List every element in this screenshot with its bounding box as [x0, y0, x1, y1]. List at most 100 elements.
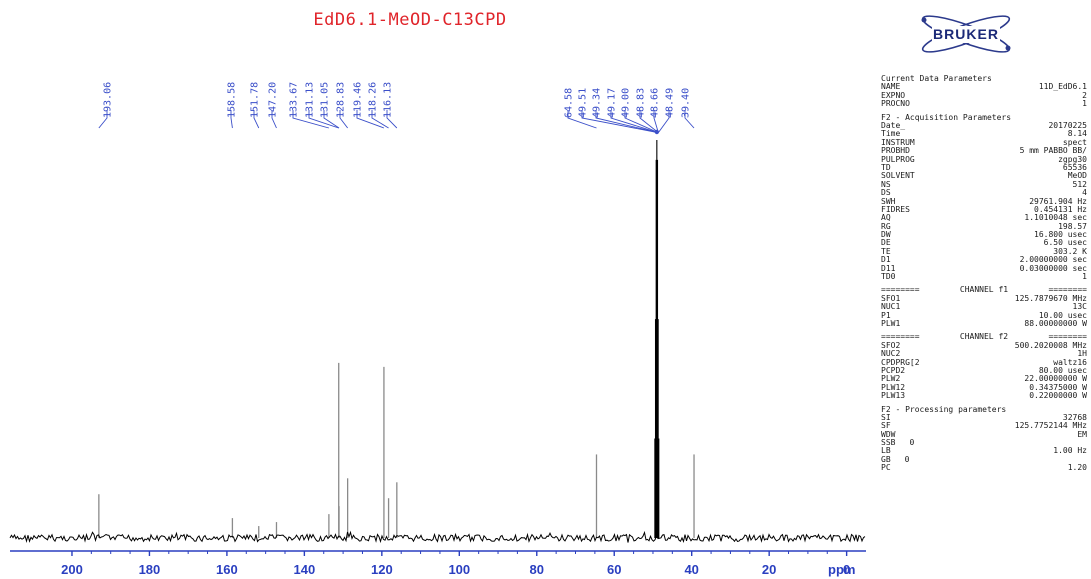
- param-row: TD 65536: [881, 162, 1087, 172]
- param-key: EXPNO: [881, 90, 906, 100]
- param-row: TD0 1: [881, 272, 1087, 282]
- param-key: NUC1: [881, 302, 901, 312]
- peak-label: 116.13: [383, 82, 394, 118]
- peak-label: 133.67: [289, 82, 300, 118]
- param-channel-heading: ======== CHANNEL f1 ========: [881, 285, 1087, 295]
- bruker-logo: BRUKER: [921, 15, 1011, 53]
- x-tick-label: 180: [139, 562, 161, 577]
- param-row: PLW2 22.00000000 W: [881, 374, 1087, 384]
- param-key: PC: [881, 463, 891, 473]
- param-row: DE 6.50 usec: [881, 239, 1087, 248]
- peak-leader-line: [595, 110, 656, 133]
- param-key: RG: [881, 221, 891, 231]
- param-row: P1 10.00 usec: [881, 311, 1087, 320]
- x-tick-label: 200: [61, 562, 83, 577]
- param-value: 65536: [1062, 162, 1087, 172]
- param-value: spect: [1062, 137, 1087, 147]
- peak-label: 49.00: [621, 88, 632, 118]
- param-key: SSB: [881, 438, 896, 448]
- param-value: 1.20: [1067, 463, 1087, 473]
- peak-leader-line: [271, 110, 277, 129]
- peak-leader-line: [684, 110, 695, 129]
- param-row: TE 303.2 K: [881, 246, 1087, 256]
- param-value: 1: [1082, 99, 1087, 109]
- param-key: DW: [881, 230, 891, 240]
- param-row: SWH 29761.904 Hz: [881, 197, 1087, 206]
- param-row: SF 125.7752144 MHz: [881, 421, 1087, 431]
- param-value: 0.34375000 W: [1029, 382, 1087, 392]
- peak-leader-line: [253, 110, 260, 129]
- peak-leader-line: [653, 110, 659, 133]
- param-key: SI: [881, 412, 891, 422]
- param-key: INSTRUM: [881, 137, 915, 147]
- param-key: PLW2: [881, 374, 901, 384]
- param-row: NS 512: [881, 179, 1087, 189]
- peak-label: 118.26: [368, 82, 379, 118]
- param-value: 198.57: [1058, 221, 1087, 231]
- x-axis-ticks: 200 180 160 140 120 100 80 60 40 20 0: [61, 551, 850, 577]
- peak-label: 49.17: [607, 88, 618, 118]
- solvent-marker: [654, 129, 660, 135]
- param-row: D1 2.00000000 sec: [881, 255, 1087, 265]
- param-row: NUC1 13C: [881, 302, 1087, 312]
- peak-leader-line: [230, 110, 233, 129]
- spectrum-title: EdD6.1-MeOD-C13CPD: [313, 10, 507, 30]
- param-mid-value: 0: [904, 454, 910, 464]
- peak-leader-line: [323, 110, 340, 129]
- param-value: 80.00 usec: [1038, 365, 1087, 375]
- param-key: AQ: [881, 213, 891, 223]
- param-value: 8.14: [1067, 129, 1087, 139]
- peak-label: 128.83: [336, 82, 347, 118]
- peak-label: 49.51: [578, 88, 589, 118]
- param-mid-value: 0: [909, 438, 915, 448]
- peak-label: 193.06: [103, 82, 114, 118]
- param-key: PLW1: [881, 318, 901, 328]
- param-key: PULPROG: [881, 154, 915, 164]
- param-row: SOLVENT MeOD: [881, 171, 1087, 180]
- x-tick-label: 140: [294, 562, 316, 577]
- param-row: GB 0: [881, 454, 1087, 464]
- param-key: SFO1: [881, 293, 901, 303]
- x-axis-label: ppm: [828, 562, 855, 577]
- param-row: Time 8.14: [881, 129, 1087, 139]
- param-value: 1: [1082, 272, 1087, 282]
- param-key: PLW12: [881, 382, 906, 392]
- param-key: Date_: [881, 120, 906, 130]
- param-value: 16.800 usec: [1034, 230, 1087, 240]
- param-key: PROBHD: [881, 146, 910, 156]
- param-value: 512: [1072, 179, 1087, 189]
- peak-leader-line: [308, 110, 339, 129]
- param-row: FIDRES 0.454131 Hz: [881, 204, 1087, 214]
- peak-label: 48.66: [650, 88, 661, 118]
- param-value: 11D_EdD6.1: [1038, 82, 1087, 92]
- x-tick-label: 20: [762, 562, 776, 577]
- x-tick-label: 40: [684, 562, 698, 577]
- peak-label: 151.78: [250, 82, 261, 118]
- param-key: SF: [881, 421, 891, 431]
- param-row: WDW EM: [881, 429, 1087, 439]
- param-key: LB: [881, 446, 891, 456]
- peak-leader-line: [356, 110, 385, 129]
- peak-label: 39.40: [681, 88, 692, 118]
- x-tick-label: 60: [607, 562, 621, 577]
- peak-leader-line: [658, 110, 670, 133]
- param-value: 0.03000000 sec: [1019, 263, 1087, 273]
- param-key: PROCNO: [881, 99, 910, 109]
- param-value: EM: [1077, 429, 1087, 439]
- peak-label: 131.05: [320, 82, 331, 118]
- param-row: LB 1.00 Hz: [881, 446, 1087, 456]
- param-value: 125.7879670 MHz: [1014, 293, 1087, 303]
- param-row: NAME 11D_EdD6.1: [881, 82, 1087, 92]
- param-row: NUC2 1H: [881, 349, 1087, 358]
- param-key: DS: [881, 188, 891, 198]
- param-value: 0.454131 Hz: [1034, 204, 1087, 214]
- peak-leader-line: [624, 110, 658, 133]
- param-key: WDW: [881, 429, 896, 439]
- param-row: PULPROG zgpg30: [881, 154, 1087, 164]
- peak-leader-line: [567, 110, 597, 129]
- param-key: NAME: [881, 82, 901, 92]
- param-section-heading: F2 - Acquisition Parameters: [881, 112, 1012, 122]
- param-key: Time: [881, 129, 901, 139]
- param-value: 303.2 K: [1053, 246, 1087, 256]
- param-value: 2.00000000 sec: [1019, 255, 1087, 265]
